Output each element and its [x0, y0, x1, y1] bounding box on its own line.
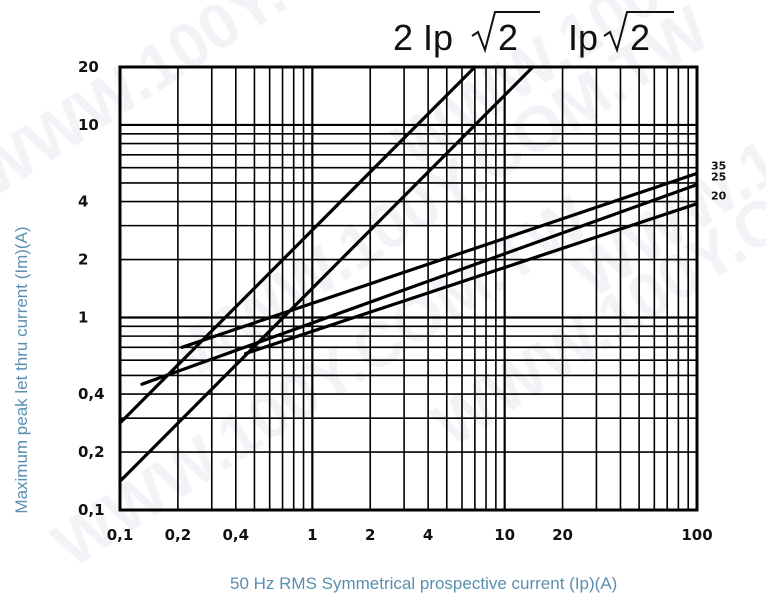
chart-title: 2 Ip 2 Ip 2 [393, 11, 674, 58]
series-line-3 [180, 171, 699, 349]
x-tick-label: 4 [423, 526, 433, 544]
series-line-1 [118, 65, 477, 425]
y-axis-label: Maximum peak let thru current (Im)(A) [12, 226, 31, 514]
title-part-2ip: 2 Ip [393, 17, 453, 58]
x-tick-label: 0,1 [107, 526, 134, 544]
x-tick-label: 0,4 [223, 526, 250, 544]
title-part-ip: Ip [568, 17, 598, 58]
series-line-4 [140, 183, 699, 386]
y-tick-label: 20 [78, 58, 99, 76]
x-tick-label: 1 [307, 526, 317, 544]
y-tick-label: 4 [78, 193, 88, 211]
x-tick-label: 2 [365, 526, 375, 544]
x-tick-label: 100 [681, 526, 712, 544]
plot-frame [118, 65, 699, 512]
series-lines [118, 65, 699, 483]
x-axis-label: 50 Hz RMS Symmetrical prospective curren… [230, 574, 618, 593]
sqrt-symbol [603, 11, 674, 54]
y-tick-label: 0,2 [78, 443, 105, 461]
sqrt-symbol [471, 11, 540, 54]
x-tick-label: 20 [552, 526, 573, 544]
series-line-5 [244, 202, 699, 356]
y-tick-label: 1 [78, 308, 88, 326]
series-label: 20 [711, 190, 727, 203]
y-tick-label: 10 [78, 116, 99, 134]
series-line-2 [118, 65, 535, 483]
x-tick-label: 10 [494, 526, 515, 544]
x-tick-label: 0,2 [165, 526, 192, 544]
y-tick-label: 0,1 [78, 501, 105, 519]
series-label: 35 [711, 159, 726, 172]
title-part-2: 2 [630, 17, 650, 58]
y-tick-label: 2 [78, 251, 88, 269]
series-label: 25 [711, 171, 726, 184]
y-tick-label: 0,4 [78, 385, 105, 403]
title-part-2: 2 [498, 17, 518, 58]
